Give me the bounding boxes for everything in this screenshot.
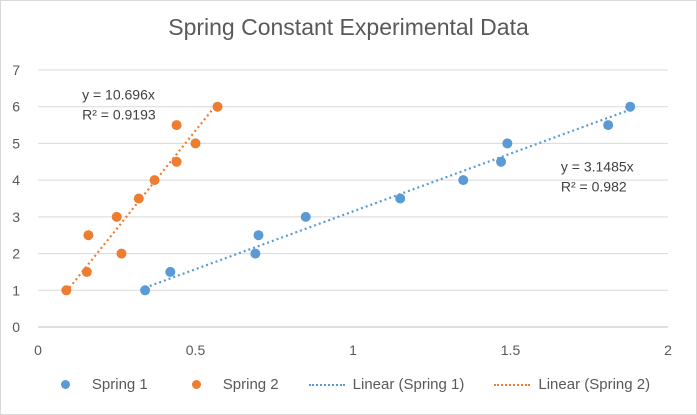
legend-marker-spring-2 [191, 380, 201, 389]
data-point-spring-1 [458, 175, 469, 186]
legend: Spring 1 Spring 2 Linear (Spring 1) Line… [0, 376, 697, 393]
x-tick-label: 1 [349, 342, 357, 358]
data-point-spring-2 [171, 156, 182, 167]
legend-label-linear-spring-1: Linear (Spring 1) [352, 376, 465, 393]
x-tick-label: 2 [664, 342, 672, 358]
legend-item-spring-1: Spring 1 [47, 376, 148, 393]
legend-label-spring-1: Spring 1 [91, 376, 148, 393]
x-tick-label: 1.5 [501, 342, 521, 358]
y-tick-label: 6 [12, 99, 20, 115]
legend-item-spring-2: Spring 2 [178, 376, 279, 393]
legend-label-linear-spring-2: Linear (Spring 2) [538, 376, 651, 393]
data-point-spring-1 [300, 211, 311, 222]
data-point-spring-1 [496, 156, 507, 167]
legend-item-linear-spring-2: Linear (Spring 2) [494, 376, 650, 393]
y-tick-label: 5 [12, 135, 20, 151]
x-tick-label: 0 [34, 342, 42, 358]
y-tick-label: 4 [12, 172, 20, 188]
y-tick-label: 7 [12, 62, 20, 78]
y-tick-label: 1 [12, 282, 20, 298]
data-point-spring-1 [625, 101, 636, 112]
trendline-r-squared-spring-1: R² = 0.982 [561, 179, 627, 195]
trendline-equation-spring-1: y = 3.1485x [561, 159, 634, 175]
data-point-spring-2 [111, 211, 122, 222]
data-point-spring-2 [149, 175, 160, 186]
data-point-spring-2 [171, 120, 182, 131]
y-tick-label: 3 [12, 209, 20, 225]
data-point-spring-1 [603, 120, 614, 131]
data-point-spring-2 [81, 266, 92, 277]
legend-label-spring-2: Spring 2 [222, 376, 279, 393]
data-point-spring-2 [212, 101, 223, 112]
data-point-spring-1 [502, 138, 513, 149]
y-tick-label: 0 [12, 319, 20, 335]
data-point-spring-1 [395, 193, 406, 204]
trendline-equation-spring-2: y = 10.696x [82, 86, 155, 102]
legend-line-linear-spring-1 [308, 383, 345, 386]
data-point-spring-1 [165, 266, 176, 277]
data-point-spring-2 [61, 285, 72, 296]
y-tick-label: 2 [12, 246, 20, 262]
chart-title: Spring Constant Experimental Data [168, 14, 529, 40]
trendline-spring-1 [144, 108, 631, 289]
legend-item-linear-spring-1: Linear (Spring 1) [308, 376, 465, 393]
trendline-r-squared-spring-2: R² = 0.9193 [82, 106, 156, 122]
legend-marker-spring-1 [60, 380, 70, 389]
data-point-spring-1 [250, 248, 261, 259]
data-point-spring-2 [190, 138, 201, 149]
legend-line-linear-spring-2 [494, 383, 531, 386]
data-point-spring-2 [133, 193, 144, 204]
data-point-spring-2 [83, 230, 94, 241]
data-point-spring-2 [116, 248, 127, 259]
data-point-spring-1 [140, 285, 151, 296]
data-point-spring-1 [253, 230, 264, 241]
x-tick-label: 0.5 [186, 342, 206, 358]
